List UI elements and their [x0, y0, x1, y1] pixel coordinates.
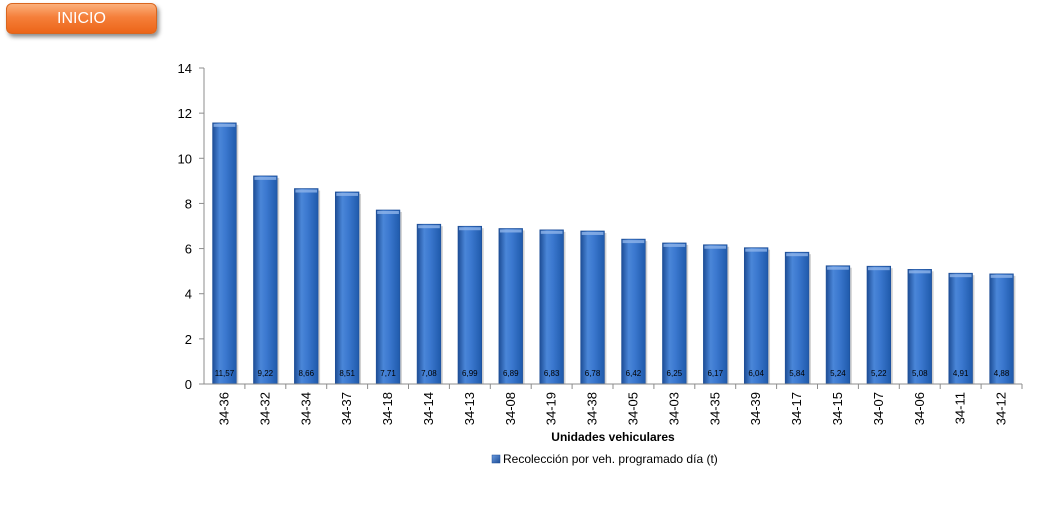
bar-cap — [499, 229, 522, 233]
data-label: 6,17 — [707, 369, 723, 378]
bar — [539, 229, 564, 385]
x-tick-label: 34-19 — [544, 392, 559, 425]
bar — [580, 230, 605, 385]
x-tick-label: 34-38 — [585, 392, 600, 425]
data-label: 9,22 — [258, 369, 274, 378]
bar-cap — [336, 192, 359, 196]
bar — [825, 265, 851, 385]
inicio-button[interactable]: INICIO — [6, 3, 157, 34]
x-tick-label: 34-17 — [789, 392, 804, 425]
bar — [212, 122, 237, 385]
bar-cap — [418, 225, 440, 229]
x-tick-label: 34-34 — [298, 392, 313, 425]
x-tick-label: 34-11 — [953, 392, 968, 424]
data-label: 6,89 — [503, 369, 519, 378]
bars: 11,57 9,22 8,66 8,51 7,71 7,08 6,99 6,89 6,83 6,7… — [212, 122, 1016, 385]
x-tick-label: 34-03 — [666, 392, 681, 425]
data-label: 5,08 — [912, 369, 928, 378]
data-label: 5,24 — [830, 369, 846, 378]
bar-cap — [622, 240, 645, 244]
y-tick-label: 10 — [178, 151, 192, 166]
bar-cap — [581, 231, 604, 235]
bar-cap — [990, 274, 1013, 278]
y-tick-label: 2 — [185, 332, 192, 347]
bar — [948, 272, 973, 385]
bar-cap — [213, 123, 236, 127]
data-label: 6,42 — [626, 369, 642, 378]
x-tick-label: 34-08 — [503, 392, 518, 425]
bar-cap — [908, 270, 931, 274]
data-label: 11,57 — [215, 369, 235, 378]
bar-cap — [745, 248, 768, 252]
bar — [743, 247, 769, 385]
x-tick-label: 34-36 — [216, 392, 231, 425]
bar — [621, 238, 646, 385]
bar-cap — [377, 210, 399, 214]
data-label: 6,04 — [748, 369, 764, 378]
x-tick-label: 34-12 — [994, 392, 1009, 425]
bar — [457, 225, 483, 385]
data-label: 7,71 — [380, 369, 396, 378]
data-label: 4,91 — [953, 369, 969, 378]
x-tick-label: 34-35 — [707, 392, 722, 425]
bar-cap — [458, 227, 481, 231]
y-tick-label: 4 — [185, 287, 192, 302]
x-axis-title: Unidades vehiculares — [551, 430, 675, 444]
bar-cap — [949, 274, 972, 278]
data-label: 7,08 — [421, 369, 437, 378]
bar-cap — [704, 245, 727, 249]
y-tick-label: 8 — [185, 196, 192, 211]
bar-cap — [295, 189, 318, 193]
data-label: 5,22 — [871, 369, 887, 378]
data-label: 4,88 — [994, 369, 1010, 378]
bar — [294, 188, 319, 385]
x-tick-label: 34-18 — [380, 392, 395, 425]
bar — [989, 273, 1014, 385]
bar — [334, 191, 360, 385]
data-label: 6,99 — [462, 369, 478, 378]
legend-label: Recolección por veh. programado día (t) — [503, 452, 718, 466]
x-tick-label: 34-32 — [257, 392, 272, 425]
bar — [498, 228, 523, 385]
bar-cap — [254, 176, 277, 180]
bar — [784, 251, 810, 385]
data-label: 6,78 — [585, 369, 601, 378]
y-tick-label: 6 — [185, 242, 192, 257]
data-label: 8,51 — [339, 369, 355, 378]
y-tick-label: 14 — [178, 61, 192, 76]
bar — [375, 209, 401, 385]
legend-swatch — [491, 454, 501, 464]
x-tick-label: 34-07 — [871, 392, 886, 425]
data-label: 8,66 — [298, 369, 314, 378]
bar — [907, 269, 932, 385]
bar-cap — [867, 267, 890, 271]
x-tick-label: 34-39 — [748, 392, 763, 425]
y-axis: 0 2 4 6 8 10 12 14 — [178, 61, 205, 392]
x-tick-label: 34-15 — [830, 392, 845, 425]
bar — [866, 265, 892, 385]
data-label: 6,25 — [667, 369, 683, 378]
x-tick-label: 34-14 — [421, 392, 436, 425]
data-label: 5,84 — [789, 369, 805, 378]
bar — [253, 175, 278, 385]
legend: Recolección por veh. programado día (t) — [491, 452, 718, 466]
bar-cap — [827, 266, 849, 270]
bar-cap — [540, 230, 563, 234]
y-tick-label: 12 — [178, 106, 192, 121]
bar-cap — [786, 253, 808, 257]
bar — [703, 244, 728, 385]
x-tick-label: 34-06 — [912, 392, 927, 425]
x-tick-label: 34-05 — [625, 392, 640, 425]
bar — [662, 242, 687, 385]
y-tick-label: 0 — [185, 377, 192, 392]
bar — [416, 223, 442, 385]
x-tick-label: 34-13 — [462, 392, 477, 425]
data-label: 6,83 — [544, 369, 560, 378]
x-axis: 34-36 34-32 34-34 34-37 34-18 34-14 34-13 34-08… — [204, 383, 1023, 425]
bar-cap — [663, 243, 686, 247]
x-tick-label: 34-37 — [339, 392, 354, 425]
